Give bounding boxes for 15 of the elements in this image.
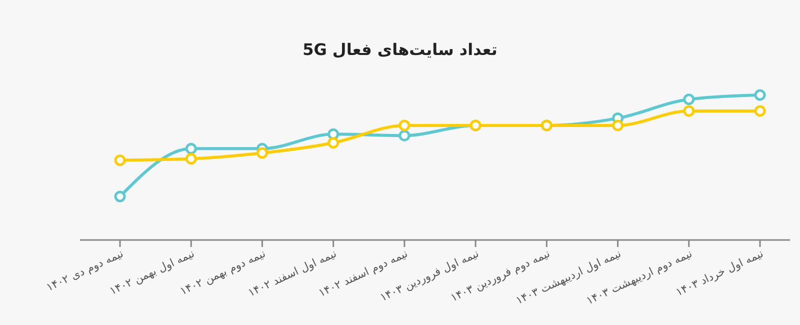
point [328,137,340,149]
point [114,190,126,202]
point [185,153,197,165]
point [683,94,695,106]
point [398,130,410,142]
point [328,128,340,140]
point [256,147,268,159]
point [612,120,624,132]
point [754,105,766,117]
point [398,120,410,132]
point [114,154,126,166]
point [683,105,695,117]
point [185,142,197,154]
chart-title: تعداد سایت‌های فعال 5G [302,40,498,59]
point [754,89,766,101]
